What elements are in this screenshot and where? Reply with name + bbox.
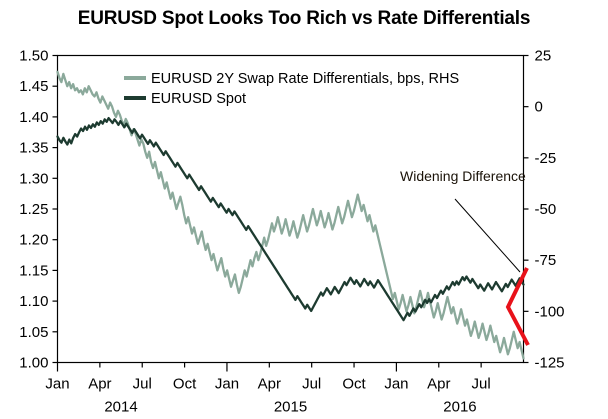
annotation-layer: Widening Difference xyxy=(400,168,530,346)
y-axis-tick-label: 1.20 xyxy=(19,232,48,249)
legend-layer: EURUSD 2Y Swap Rate Differentials, bps, … xyxy=(124,71,459,107)
x-axis-year-label: 2015 xyxy=(274,399,307,416)
y-axis-tick-label: 1.15 xyxy=(19,262,48,279)
y-axis-tick-label: 1.05 xyxy=(19,324,48,341)
legend-label-swap_differentials: EURUSD 2Y Swap Rate Differentials, bps, … xyxy=(151,71,459,87)
plot-frame xyxy=(56,54,525,364)
series-line-swap-differentials xyxy=(56,70,525,360)
y-axis-tick-label: 1.25 xyxy=(19,201,48,218)
y2-axis-tick-label: -25 xyxy=(535,150,557,167)
axis-layer: 1.50 1.45 1.40 1.35 1.30 1.25 1.20 1.15 1.10 1.05… xyxy=(19,48,564,416)
x-axis-tick-label: Jul xyxy=(472,376,491,393)
x-axis-tick-label: Jan xyxy=(215,376,239,393)
y-axis-tick-label: 1.50 xyxy=(19,48,48,65)
y-axis-tick-label: 1.30 xyxy=(19,170,48,187)
y2-axis-tick-label: 0 xyxy=(535,99,543,116)
x-axis-tick-label: Oct xyxy=(173,376,197,393)
x-axis-tick-label: Jan xyxy=(384,376,408,393)
chart-title: EURUSD Spot Looks Too Rich vs Rate Diffe… xyxy=(77,8,531,29)
x-axis-tick-label: Apr xyxy=(427,376,450,393)
annotation-bracket-icon xyxy=(505,267,530,346)
annotation-pointer-line xyxy=(454,198,521,273)
y2-axis-tick-label: -125 xyxy=(535,355,565,372)
x-axis-year-label: 2014 xyxy=(104,399,137,416)
series-line-spot xyxy=(56,116,525,322)
legend-label-spot: EURUSD Spot xyxy=(151,91,246,107)
x-axis-tick-label: Apr xyxy=(258,376,281,393)
x-axis-tick-label: Jul xyxy=(302,376,321,393)
y-axis-tick-label: 1.40 xyxy=(19,109,48,126)
y-axis-tick-label: 1.10 xyxy=(19,293,48,310)
y-axis-tick-label: 1.00 xyxy=(19,355,48,372)
y-axis-tick-label: 1.35 xyxy=(19,140,48,157)
y2-axis-tick-label: -50 xyxy=(535,201,557,218)
y2-axis-tick-label: 25 xyxy=(535,48,552,65)
y2-axis-tick-label: -100 xyxy=(535,303,565,320)
x-axis-year-label: 2016 xyxy=(443,399,476,416)
x-axis-tick-label: Apr xyxy=(88,376,111,393)
x-axis-tick-label: Oct xyxy=(342,376,366,393)
x-axis-tick-label: Jan xyxy=(45,376,69,393)
y-axis-tick-label: 1.45 xyxy=(19,78,48,95)
x-axis-tick-label: Jul xyxy=(133,376,152,393)
y2-axis-tick-label: -75 xyxy=(535,252,557,269)
annotation-label: Widening Difference xyxy=(400,168,526,184)
series-layer xyxy=(56,70,525,360)
